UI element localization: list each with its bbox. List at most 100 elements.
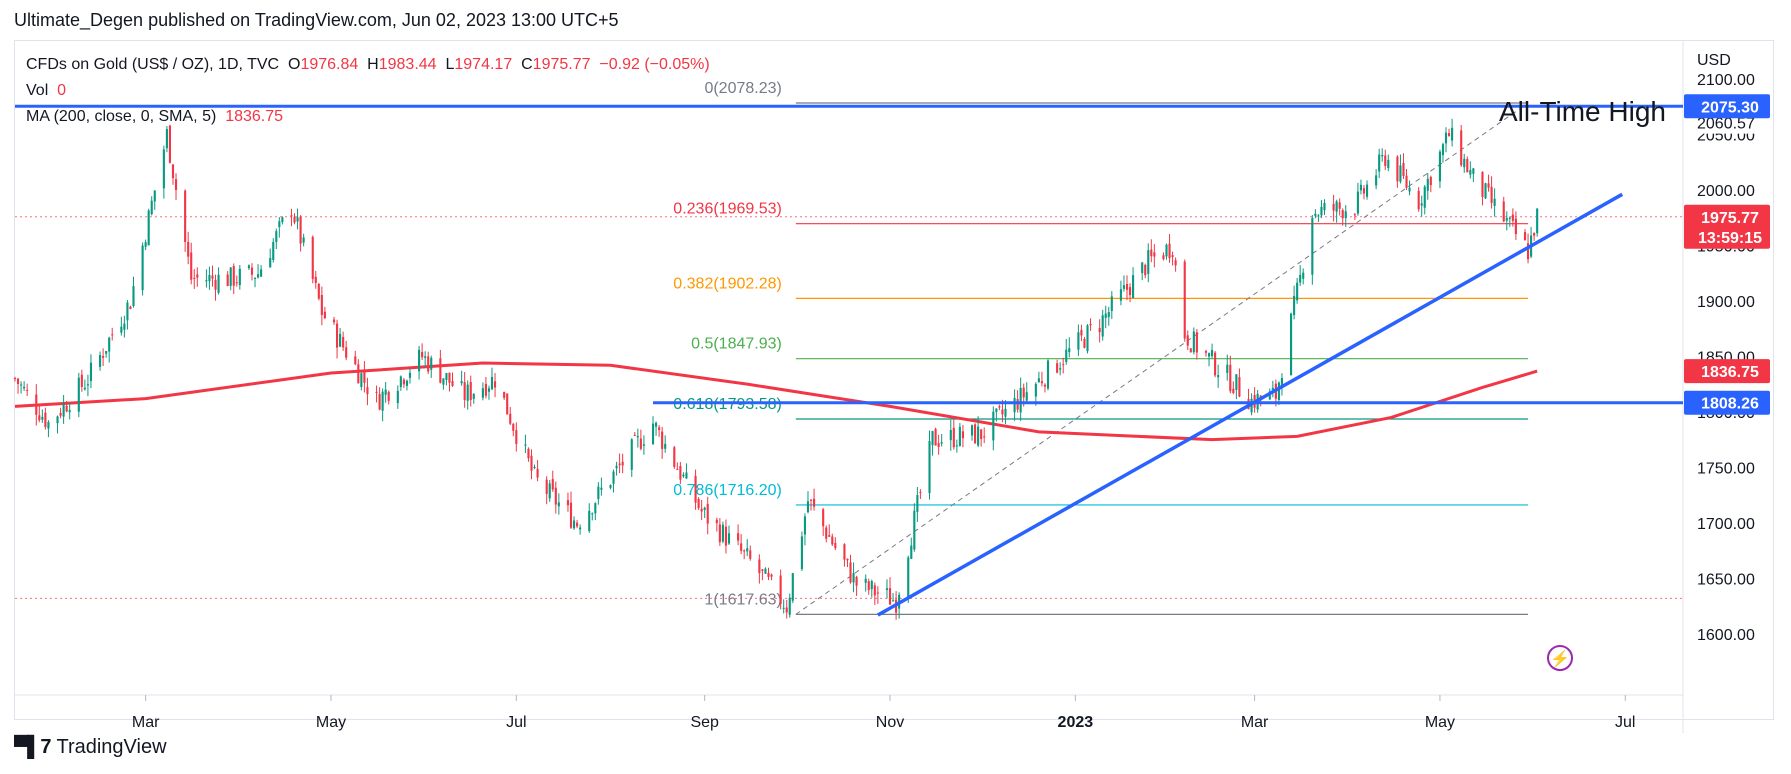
moving-average [14, 361, 1538, 442]
x-tick-label: 2023 [1058, 714, 1094, 731]
candle-body [931, 431, 934, 446]
candle-body [1490, 186, 1493, 203]
candle-body [512, 423, 515, 431]
candle-body [1144, 264, 1147, 276]
candle-body [132, 286, 135, 307]
candle-body [1101, 315, 1104, 337]
candle-body [913, 510, 916, 550]
lightning-icon[interactable]: ⚡ [1547, 645, 1573, 671]
annotation-all-time-high: All-Time High [1499, 96, 1666, 127]
legend-high: 1983.44 [378, 56, 437, 73]
candle-body [676, 468, 679, 470]
y-tick-label: 1750.00 [1697, 460, 1755, 477]
candle-body [1523, 232, 1527, 241]
candle-body [1271, 387, 1274, 390]
candle-body [630, 439, 633, 470]
legend-volume-row: Vol 0 [26, 78, 710, 104]
candle-body [545, 479, 548, 494]
candle-body [1195, 332, 1198, 353]
candle-body [506, 393, 509, 415]
candle-body [129, 306, 132, 309]
candle-body [852, 573, 855, 583]
candle-body [791, 573, 794, 601]
candle-body [1375, 175, 1378, 186]
candle-body [642, 444, 645, 446]
currency-label: USD [1697, 52, 1731, 69]
candle-body [1235, 374, 1238, 390]
candle-body [870, 581, 873, 590]
candle-body [937, 443, 940, 448]
candle-body [296, 217, 299, 222]
candle-body [1110, 296, 1113, 311]
price-marker-badge [1684, 359, 1770, 384]
candle-body [974, 424, 977, 444]
y-tick-label: 1650.00 [1697, 571, 1755, 588]
candle-body [1466, 159, 1469, 173]
candle-body [1192, 331, 1195, 353]
candle-body [1359, 184, 1363, 191]
legend-low: 1974.17 [454, 56, 513, 73]
candle-body [1511, 214, 1514, 221]
candle-body [867, 581, 870, 591]
candle-body [843, 544, 846, 560]
candle-body [849, 562, 852, 583]
candle-body [524, 444, 527, 446]
candle-body [272, 241, 275, 260]
candle-body [451, 380, 454, 386]
price-marker-countdown: 13:59:15 [1698, 230, 1762, 247]
candle-body [1168, 243, 1171, 259]
candle-body [418, 349, 421, 372]
candle-body [357, 364, 360, 384]
candle-body [56, 416, 59, 424]
candle-body [1229, 364, 1232, 392]
candle-body [1119, 289, 1122, 301]
candle-body [1302, 272, 1305, 279]
candle-body [1046, 360, 1050, 389]
candle-body [1338, 202, 1341, 209]
candle-body [147, 210, 150, 246]
candle-body [673, 447, 676, 467]
candle-body [597, 486, 600, 500]
footer-branding: ▀▌7 TradingView [14, 736, 167, 759]
candle-body [250, 267, 254, 275]
x-tick-label: May [1425, 714, 1455, 731]
candle-body [150, 200, 153, 215]
candle-body [1332, 203, 1335, 211]
candle-body [247, 265, 251, 269]
candle-body [1514, 218, 1517, 235]
price-marker-label: 1975.77 [1701, 210, 1759, 227]
candle-body [831, 536, 834, 545]
candle-body [618, 463, 621, 466]
candle-body [487, 388, 491, 392]
candle-body [995, 408, 998, 413]
candle-body [1162, 255, 1165, 260]
candle-body [1189, 348, 1192, 353]
candle-body [822, 509, 825, 527]
candle-body [891, 600, 895, 602]
brand-name: TradingView [56, 736, 167, 758]
price-marker-badge [1684, 204, 1770, 249]
x-tick-label: Jul [1615, 714, 1635, 731]
candle-body [1040, 381, 1043, 384]
candle-body [928, 441, 931, 494]
candle-body [661, 431, 664, 449]
candle-body [1293, 295, 1296, 316]
candle-body [1186, 335, 1189, 346]
candle-body [62, 403, 65, 417]
candle-body [466, 384, 469, 401]
candle-body [588, 510, 591, 532]
y-tick-label: 1600.00 [1697, 627, 1755, 644]
candle-body [572, 520, 576, 529]
candle-body [679, 465, 682, 480]
candle-body [885, 588, 889, 591]
candle-body [421, 352, 424, 358]
candle-body [463, 382, 466, 401]
candle-body [16, 378, 20, 385]
candle-body [785, 607, 788, 613]
candle-body [123, 323, 126, 330]
candle-body [767, 572, 770, 577]
candle-body [1420, 203, 1423, 206]
candle-body [639, 438, 642, 449]
candle-body [961, 431, 964, 439]
